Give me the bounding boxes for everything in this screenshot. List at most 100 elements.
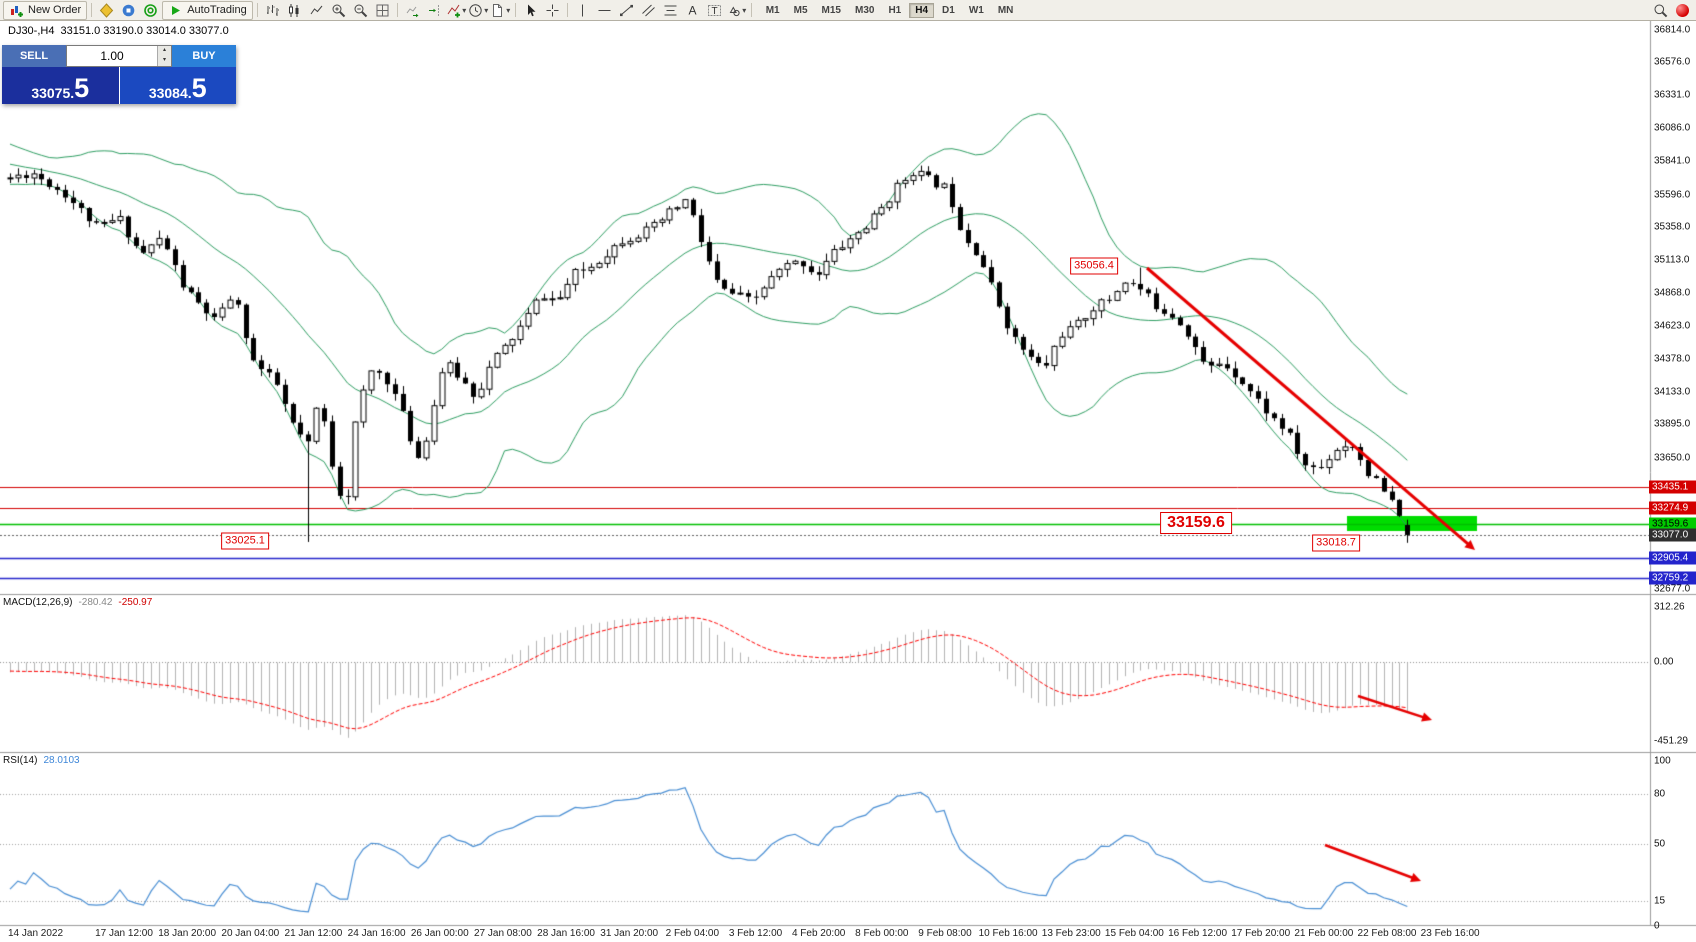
periods-button[interactable]: ▾ [468, 2, 489, 19]
chart-line-button[interactable] [306, 2, 327, 19]
fibonacci-icon [664, 5, 677, 15]
buy-price-big-digit: 5 [191, 73, 207, 104]
line-chart-icon [310, 5, 323, 14]
chevron-down-icon: ▾ [506, 5, 511, 15]
main-toolbar: New Order AutoTrading ▾ ▾ ▾ A T ▾ M1 M5 M1… [0, 0, 1696, 21]
options-button[interactable] [118, 2, 139, 19]
chart-header: DJ30-,H4 33151.0 33190.0 33014.0 33077.0 [8, 25, 229, 37]
new-order-label: New Order [28, 4, 82, 16]
svg-text:T: T [711, 6, 717, 17]
grid-icon [376, 4, 389, 16]
bars-chart-icon [266, 4, 279, 16]
volume-spinner: ▴ ▾ [157, 46, 171, 66]
auto-scroll-icon [406, 6, 419, 17]
volume-box: ▴ ▾ [66, 45, 172, 67]
text-label-icon: T [707, 4, 721, 17]
zoom-out-button[interactable] [350, 2, 371, 19]
macd-indicator-label: MACD(12,26,9) -280.42 -250.97 [3, 597, 152, 608]
volume-input[interactable] [67, 46, 157, 66]
rsi-indicator-label: RSI(14) 28.0103 [3, 755, 80, 766]
vertical-line-icon [581, 4, 583, 16]
text-icon: A [688, 3, 696, 17]
autotrading-label: AutoTrading [187, 4, 247, 16]
text-button[interactable]: A [682, 2, 703, 19]
toolbar-separator [91, 3, 93, 17]
buy-button[interactable]: BUY [172, 45, 236, 67]
help-button[interactable] [1672, 2, 1693, 19]
chart-symbol-period: DJ30-,H4 [8, 25, 55, 37]
toolbar-separator [566, 3, 568, 17]
sell-price[interactable]: 33075. 5 [2, 67, 119, 104]
candlestick-chart-icon [288, 3, 299, 17]
timeframe-button-m30[interactable]: M30 [854, 4, 875, 16]
search-icon [1654, 4, 1668, 17]
search-button[interactable] [1650, 2, 1671, 19]
one-click-trading-panel: SELL ▴ ▾ BUY 33075.5 33084.5 [2, 45, 236, 104]
text-label-button[interactable]: T [704, 2, 725, 19]
sell-button[interactable]: SELL [2, 45, 66, 67]
chart-shift-icon [428, 4, 439, 16]
trendline-icon [619, 4, 633, 16]
timeframe-button-m1[interactable]: M1 [765, 4, 780, 16]
timeframe-toolbar: M1 M5 M15 M30 H1 H4 D1 W1 MN [760, 2, 1020, 18]
cursor-button[interactable] [520, 2, 541, 19]
chart-bars-button[interactable] [262, 2, 283, 19]
new-order-icon [11, 5, 23, 17]
timeframe-button-mn[interactable]: MN [997, 4, 1014, 16]
sell-price-main: 33075. [31, 85, 75, 101]
timeframe-button-m15[interactable]: M15 [821, 4, 841, 16]
templates-button[interactable]: ▾ [490, 2, 511, 19]
toolbar-separator [396, 3, 398, 17]
zoom-out-icon [354, 4, 367, 17]
toolbar-separator [514, 3, 516, 17]
cursor-icon [527, 4, 536, 16]
channel-icon [641, 4, 655, 16]
chevron-down-icon: ▾ [484, 5, 489, 15]
auto-scroll-button[interactable] [402, 2, 423, 19]
channel-button[interactable] [638, 2, 659, 19]
crosshair-icon [546, 4, 559, 16]
experts-icon [144, 3, 157, 17]
new-order-button[interactable]: New Order [3, 0, 88, 20]
options-icon [122, 4, 135, 16]
autotrading-button[interactable]: AutoTrading [162, 0, 253, 20]
macd-name: MACD(12,26,9) [3, 597, 73, 608]
crosshair-button[interactable] [542, 2, 563, 19]
trendline-button[interactable] [616, 2, 637, 19]
timeframe-button-d1[interactable]: D1 [942, 4, 955, 16]
volume-up-button[interactable]: ▴ [158, 46, 171, 56]
timeframe-button-h1[interactable]: H1 [888, 4, 902, 16]
metaeditor-button[interactable] [96, 2, 117, 19]
toolbar-separator [256, 3, 258, 17]
macd-value-main: -280.42 [78, 597, 113, 608]
timeframe-button-w1[interactable]: W1 [968, 4, 984, 16]
macd-value-signal: -250.97 [118, 597, 153, 608]
indicators-button[interactable]: ▾ [446, 2, 467, 19]
zoom-in-button[interactable] [328, 2, 349, 19]
experts-button[interactable] [140, 2, 161, 19]
volume-down-button[interactable]: ▾ [158, 56, 171, 66]
indicators-icon [447, 4, 461, 17]
chart-candles-button[interactable] [284, 2, 305, 19]
vertical-line-button[interactable] [572, 2, 593, 19]
chevron-down-icon: ▾ [742, 5, 747, 15]
chart-ohlc-values: 33151.0 33190.0 33014.0 33077.0 [60, 25, 229, 37]
buy-price[interactable]: 33084. 5 [119, 67, 236, 104]
sell-price-big-digit: 5 [74, 73, 90, 104]
svg-text:A: A [688, 3, 696, 17]
tile-windows-button[interactable] [372, 2, 393, 19]
rsi-value: 28.0103 [43, 755, 80, 766]
shapes-icon [729, 5, 740, 16]
fibonacci-button[interactable] [660, 2, 681, 19]
metaeditor-icon [100, 2, 114, 18]
timeframe-button-h4[interactable]: H4 [909, 2, 935, 18]
zoom-in-icon [332, 4, 345, 17]
chart-shift-button[interactable] [424, 2, 445, 19]
timeframe-button-m5[interactable]: M5 [793, 4, 808, 16]
horizontal-line-button[interactable] [594, 2, 615, 19]
toolbar-separator [750, 3, 752, 17]
shapes-button[interactable]: ▾ [726, 2, 747, 19]
autotrading-play-icon [172, 5, 181, 15]
rsi-name: RSI(14) [3, 755, 38, 766]
